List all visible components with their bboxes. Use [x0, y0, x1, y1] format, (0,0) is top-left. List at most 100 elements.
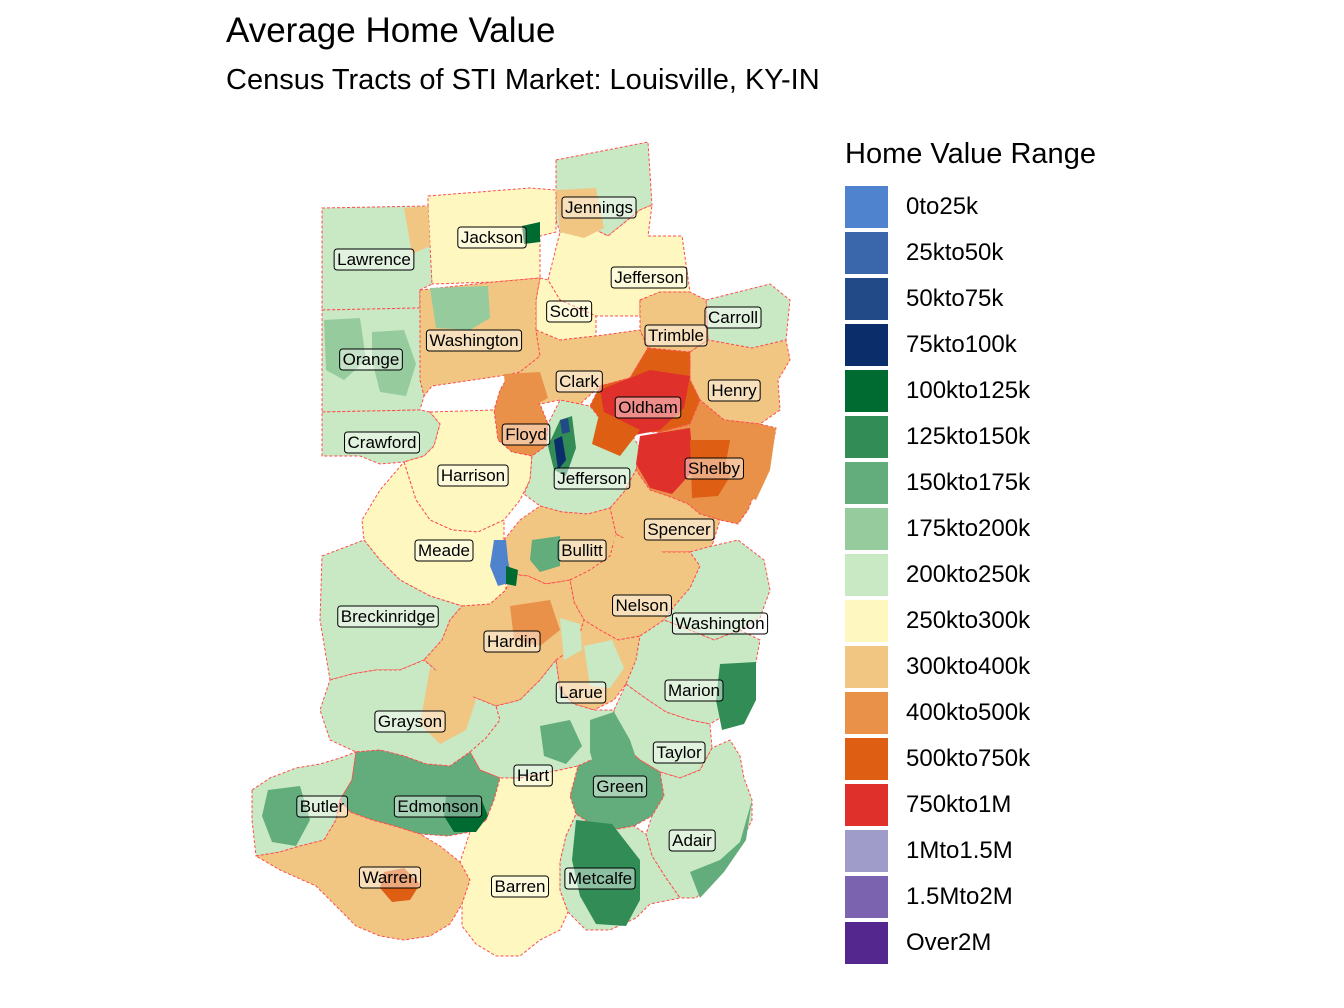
legend-item: 150kto175k	[845, 462, 1145, 504]
county-label: Spencer	[643, 518, 715, 541]
county-label-box	[644, 324, 708, 347]
tract-area	[404, 206, 430, 254]
county-label: Oldham	[614, 396, 682, 419]
county-labels: Jennings Jackson Lawrence Jefferson Scott Car…	[296, 196, 769, 898]
county-label-text: Jefferson	[557, 469, 627, 488]
tract-area	[334, 864, 380, 918]
county-area	[613, 683, 713, 779]
county-label-text: Marion	[668, 681, 720, 700]
county-label-text: Lawrence	[337, 250, 411, 269]
county-area	[459, 765, 579, 957]
tract-area	[262, 786, 310, 846]
county-area	[427, 187, 557, 285]
county-label-text: Bullitt	[561, 541, 603, 560]
legend-label: 250kto300k	[906, 607, 1031, 634]
county-label: Grayson	[374, 710, 446, 733]
county-label-box	[684, 457, 744, 480]
county-label-box	[652, 741, 706, 764]
legend-label: 125kto150k	[906, 423, 1031, 450]
county-label: Henry	[707, 379, 761, 402]
legend-swatch	[845, 784, 888, 826]
tract-area	[420, 668, 476, 744]
county-label: Metcalfe	[564, 867, 636, 890]
tract-area	[530, 536, 560, 572]
legend-label: 200kto250k	[906, 561, 1031, 588]
county-label-box	[643, 518, 715, 541]
legend-swatch	[845, 876, 888, 918]
tract-area	[504, 372, 548, 410]
county-label-box	[501, 423, 551, 446]
county-label-text: Orange	[343, 350, 400, 369]
county-label: Nelson	[612, 594, 672, 617]
county-label: Shelby	[684, 457, 744, 480]
legend-label: 300kto400k	[906, 653, 1031, 680]
legend-item: 0to25k	[845, 186, 1145, 228]
county-label: Butler	[296, 795, 349, 818]
tract-area	[716, 662, 756, 730]
legend-item: 1Mto1.5M	[845, 830, 1145, 872]
county-label: Carroll	[704, 306, 762, 329]
county-label: Orange	[339, 348, 403, 371]
county-label: Breckinridge	[337, 605, 439, 628]
county-area	[403, 409, 533, 533]
legend-item: 300kto400k	[845, 646, 1145, 688]
county-label-box	[337, 605, 439, 628]
county-label: Marion	[664, 679, 724, 702]
county-label-text: Taylor	[656, 743, 702, 762]
county-label: Washington	[671, 612, 769, 635]
legend-swatch	[845, 600, 888, 642]
legend-swatch	[845, 554, 888, 596]
legend-item: 250kto300k	[845, 600, 1145, 642]
tract-area	[592, 410, 640, 456]
tract-area	[444, 796, 488, 832]
map-subtitle: Census Tracts of STI Market: Louisville,…	[226, 64, 820, 96]
county-label: Jefferson	[553, 467, 631, 490]
county-label: Lawrence	[333, 248, 415, 271]
county-label-box	[374, 710, 446, 733]
county-label-text: Carroll	[708, 308, 758, 327]
tract-area	[560, 418, 570, 434]
county-label-text: Henry	[711, 381, 757, 400]
county-label: Edmonson	[393, 795, 483, 818]
legend-item: 125kto150k	[845, 416, 1145, 458]
tract-area	[600, 370, 690, 436]
county-label: Jennings	[561, 196, 637, 219]
county-area	[469, 658, 625, 779]
county-label-box	[668, 829, 716, 852]
legend-label: 750kto1M	[906, 791, 1012, 818]
tract-area	[540, 720, 582, 764]
county-label: Jefferson	[610, 266, 688, 289]
county-label: Hardin	[483, 630, 541, 653]
county-label-box	[393, 795, 483, 818]
legend-swatch	[845, 508, 888, 550]
legend-swatch	[845, 922, 888, 964]
county-label-text: Jefferson	[614, 268, 684, 287]
legend-label: 175kto200k	[906, 515, 1031, 542]
county-label: Harrison	[437, 464, 509, 487]
county-label-box	[671, 612, 769, 635]
county-label-box	[546, 300, 593, 323]
county-label: Scott	[546, 300, 593, 323]
legend-swatch	[845, 370, 888, 412]
county-label-box	[592, 775, 648, 798]
legend-swatch	[845, 232, 888, 274]
tract-area	[506, 566, 518, 586]
county-label-box	[555, 681, 607, 704]
county-label-text: Floyd	[505, 425, 547, 444]
county-label-box	[557, 539, 607, 562]
tract-area	[690, 440, 734, 498]
county-label-text: Warren	[362, 868, 417, 887]
county-label-text: Spencer	[647, 520, 711, 539]
legend-label: 500kto750k	[906, 745, 1031, 772]
tract-area	[560, 618, 582, 660]
county-label-text: Hardin	[487, 632, 537, 651]
legend-item: Over2M	[845, 922, 1145, 964]
legend-item: 25kto50k	[845, 232, 1145, 274]
legend-item: 200kto250k	[845, 554, 1145, 596]
county-label-text: Larue	[559, 683, 602, 702]
county-label: Clark	[555, 370, 603, 393]
county-area	[361, 460, 507, 607]
county-label: Hart	[513, 764, 553, 787]
map-title: Average Home Value	[226, 11, 556, 50]
legend-item: 500kto750k	[845, 738, 1145, 780]
